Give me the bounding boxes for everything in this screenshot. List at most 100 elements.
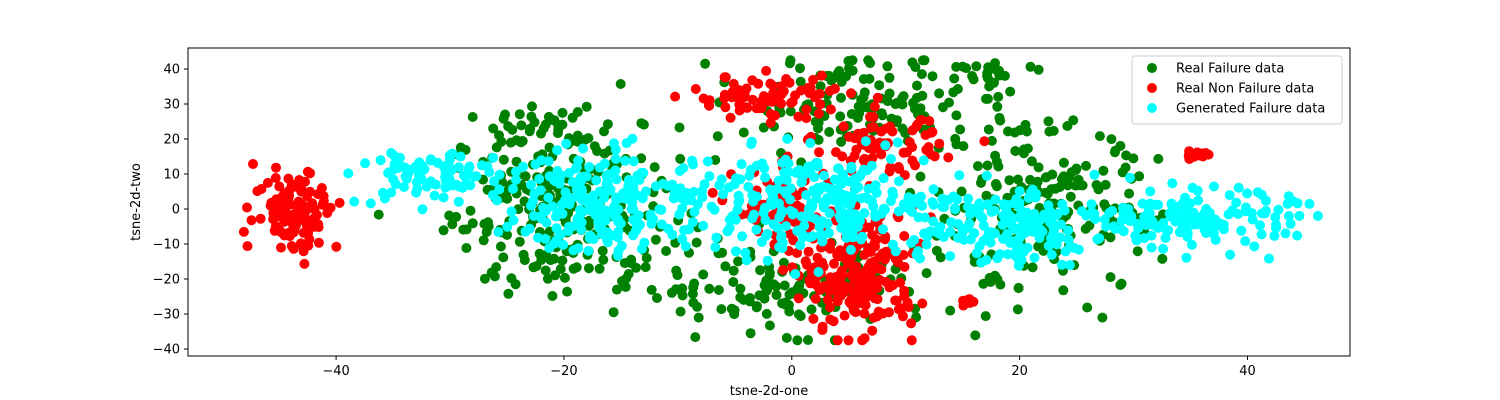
data-point — [491, 142, 502, 153]
data-point — [906, 237, 917, 248]
data-point — [817, 325, 828, 335]
data-point — [849, 209, 860, 219]
data-point — [583, 263, 594, 274]
data-point — [698, 220, 709, 231]
data-point — [1014, 212, 1024, 223]
data-point — [597, 245, 608, 256]
data-point — [724, 223, 735, 233]
data-point — [729, 179, 740, 190]
data-point — [990, 194, 1001, 205]
data-point — [305, 168, 316, 179]
data-point — [1118, 226, 1129, 237]
data-point — [305, 186, 315, 197]
data-point — [1304, 198, 1315, 209]
data-point — [744, 170, 755, 181]
data-point — [1048, 125, 1059, 136]
data-point — [904, 137, 915, 148]
data-point — [481, 227, 492, 237]
data-point — [952, 194, 963, 205]
data-point — [1056, 174, 1067, 185]
data-point — [981, 255, 992, 265]
data-point — [898, 147, 909, 158]
data-point — [1080, 223, 1091, 234]
data-point — [868, 112, 879, 122]
data-point — [543, 156, 554, 167]
data-point — [713, 285, 724, 295]
legend-marker-generated-failure — [1147, 103, 1157, 113]
data-point — [700, 58, 711, 69]
data-point — [292, 204, 303, 215]
data-point — [950, 204, 961, 215]
data-point — [725, 112, 736, 123]
data-point — [508, 183, 518, 194]
data-point — [679, 225, 690, 236]
data-point — [980, 311, 991, 322]
data-point — [1201, 204, 1212, 214]
data-point — [1225, 249, 1236, 260]
data-point — [1145, 186, 1156, 197]
data-point — [500, 109, 510, 120]
data-point — [824, 208, 835, 219]
data-point — [836, 92, 846, 103]
data-point — [803, 335, 813, 345]
data-point — [1134, 171, 1145, 182]
data-point — [951, 110, 962, 121]
data-point — [545, 255, 556, 266]
data-point — [318, 191, 329, 201]
data-point — [779, 280, 790, 291]
x-tick-label: 0 — [788, 364, 796, 379]
data-point — [600, 215, 611, 226]
data-point — [638, 119, 649, 130]
data-point — [864, 261, 875, 272]
data-point — [906, 335, 917, 346]
data-point — [343, 168, 354, 179]
data-point — [978, 235, 989, 246]
data-point — [1283, 191, 1294, 202]
data-point — [1089, 208, 1100, 219]
data-point — [709, 204, 720, 215]
data-point — [966, 203, 977, 214]
data-point — [268, 214, 279, 225]
data-point — [1091, 180, 1102, 190]
data-point — [856, 290, 867, 301]
data-point — [718, 189, 729, 200]
data-point — [467, 218, 478, 229]
data-point — [563, 226, 574, 237]
data-point — [899, 285, 910, 296]
data-point — [1051, 239, 1062, 250]
data-point — [929, 151, 940, 162]
data-point — [559, 272, 570, 283]
data-point — [1094, 131, 1105, 142]
data-point — [650, 234, 661, 245]
data-point — [910, 160, 920, 171]
data-point — [859, 208, 870, 219]
data-point — [1058, 157, 1069, 168]
data-point — [594, 263, 605, 274]
legend-box — [1131, 55, 1343, 125]
data-point — [615, 79, 626, 89]
data-point — [1271, 219, 1281, 230]
data-point — [754, 103, 765, 114]
data-point — [827, 184, 837, 195]
data-point — [945, 251, 956, 262]
data-point — [498, 154, 509, 165]
data-point — [805, 138, 816, 148]
data-point — [242, 241, 253, 252]
data-point — [733, 256, 743, 267]
data-point — [1210, 221, 1221, 232]
data-point — [1026, 156, 1037, 167]
data-point — [489, 176, 500, 187]
data-point — [728, 277, 739, 287]
data-point — [1022, 242, 1033, 253]
data-point — [567, 177, 578, 188]
data-point — [868, 122, 879, 133]
data-point — [871, 187, 882, 198]
data-point — [1241, 202, 1251, 213]
data-point — [300, 176, 310, 187]
data-point — [527, 101, 537, 112]
data-point — [677, 203, 688, 214]
data-point — [803, 246, 814, 257]
data-point — [984, 272, 995, 283]
data-point — [879, 204, 890, 215]
data-point — [1063, 225, 1074, 236]
